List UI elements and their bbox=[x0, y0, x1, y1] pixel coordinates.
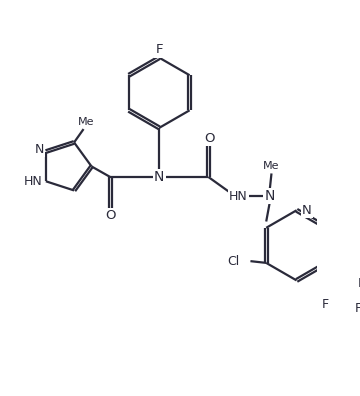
Text: O: O bbox=[204, 132, 214, 145]
Text: Me: Me bbox=[78, 117, 95, 127]
Text: N: N bbox=[154, 170, 165, 184]
Text: O: O bbox=[105, 209, 116, 222]
Text: HN: HN bbox=[24, 175, 42, 188]
Text: F: F bbox=[321, 299, 329, 312]
Text: Me: Me bbox=[263, 162, 280, 171]
Text: Cl: Cl bbox=[228, 255, 240, 268]
Text: F: F bbox=[358, 278, 360, 290]
Text: HN: HN bbox=[229, 190, 248, 203]
Text: N: N bbox=[302, 204, 312, 217]
Text: F: F bbox=[354, 302, 360, 315]
Text: N: N bbox=[265, 189, 275, 203]
Text: F: F bbox=[156, 44, 163, 57]
Text: N: N bbox=[35, 143, 44, 156]
